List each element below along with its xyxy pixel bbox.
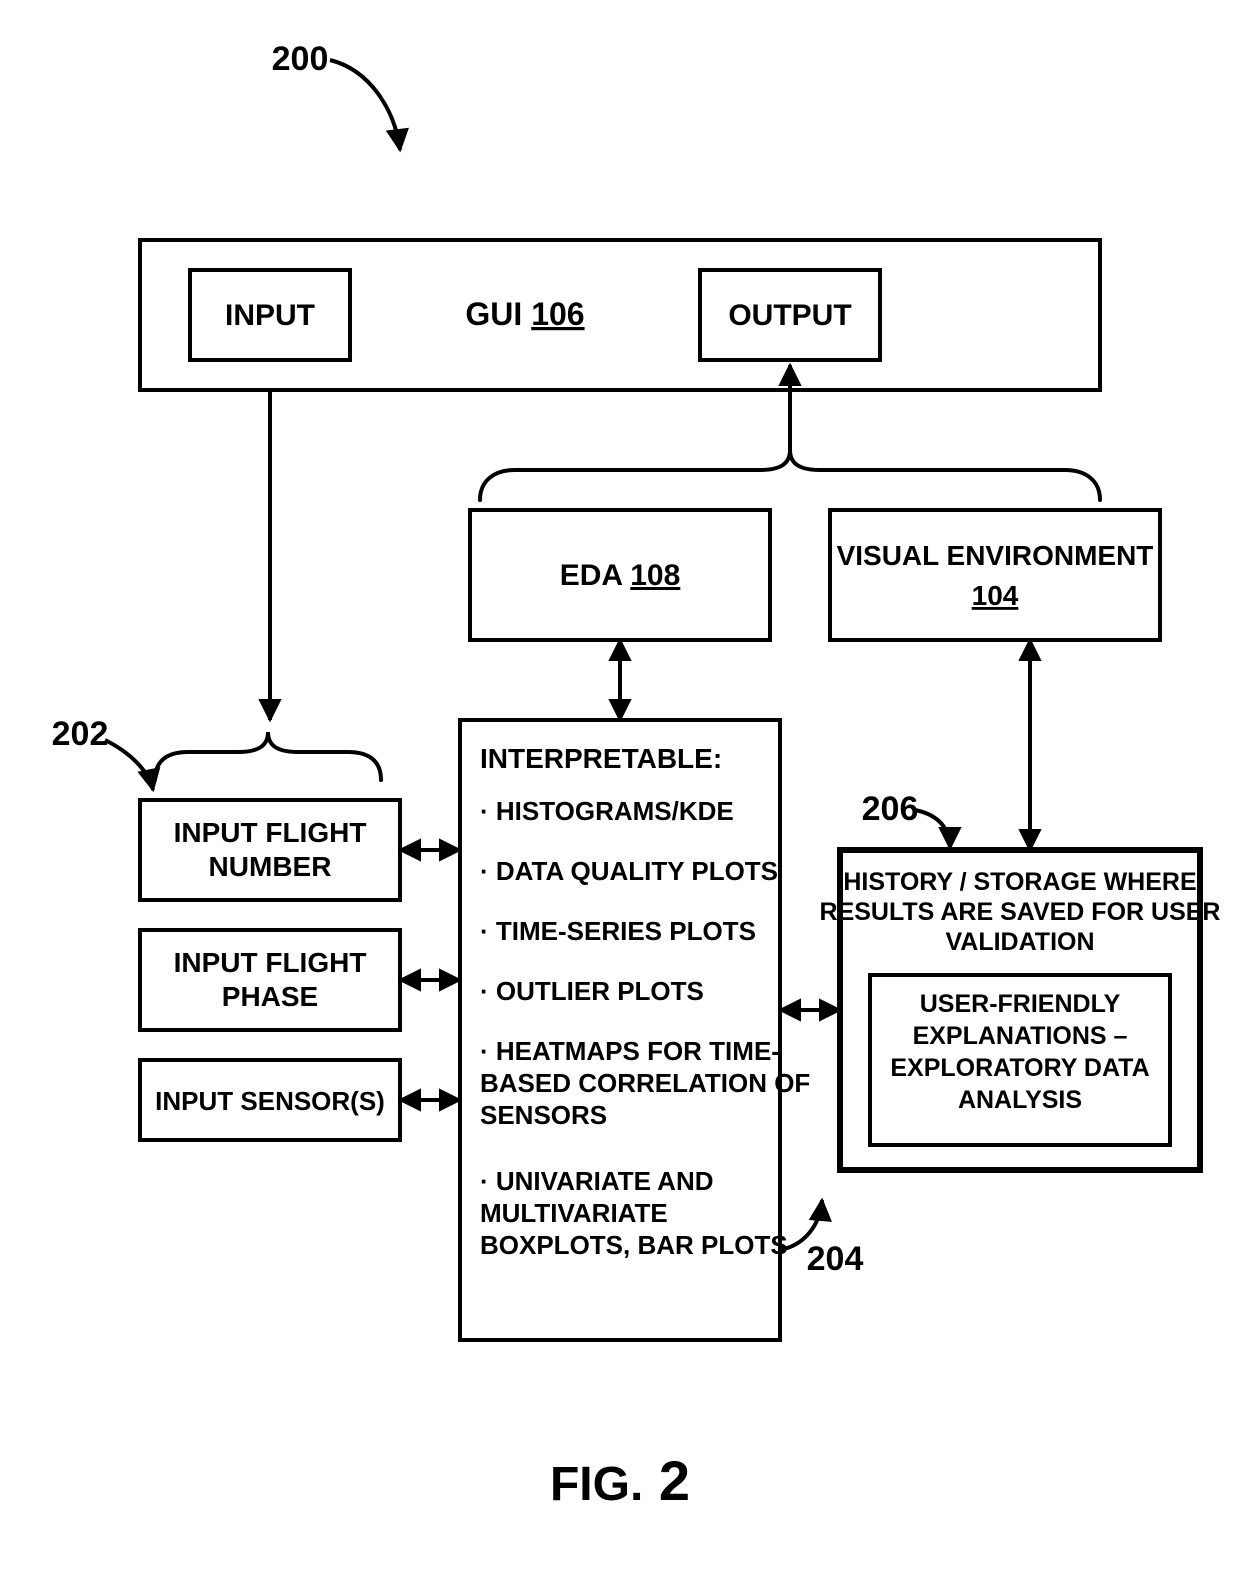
interpretable-title: INTERPRETABLE: xyxy=(480,743,722,774)
input-flight-number-l1: INPUT FLIGHT xyxy=(174,817,367,848)
input-flight-phase-l1: INPUT FLIGHT xyxy=(174,947,367,978)
interp-item-6c: BOXPLOTS, BAR PLOTS xyxy=(480,1230,788,1260)
input-flight-phase-l2: PHASE xyxy=(222,981,318,1012)
ref-204: 204 xyxy=(807,1240,864,1278)
interp-item-5a: · HEATMAPS FOR TIME- xyxy=(480,1036,780,1066)
history-inner-l4: ANALYSIS xyxy=(958,1086,1082,1114)
history-inner-l2: EXPLANATIONS – xyxy=(913,1022,1128,1050)
interp-item-2: · DATA QUALITY PLOTS xyxy=(480,856,778,886)
input-flight-phase-box xyxy=(140,930,400,1030)
gui-output-label: OUTPUT xyxy=(728,299,851,332)
visual-env-num: 104 xyxy=(972,580,1019,611)
diagram-svg: 200 INPUT GUI 106 OUTPUT EDA 108 VISUAL … xyxy=(0,0,1240,1582)
interp-item-5c: SENSORS xyxy=(480,1100,607,1130)
interp-item-6b: MULTIVARIATE xyxy=(480,1198,668,1228)
interp-item-1: · HISTOGRAMS/KDE xyxy=(480,796,734,826)
history-inner-l3: EXPLORATORY DATA xyxy=(890,1054,1149,1082)
history-l3: VALIDATION xyxy=(945,928,1094,956)
interp-item-5b: BASED CORRELATION OF xyxy=(480,1068,810,1098)
gui-input-label: INPUT xyxy=(225,299,315,332)
ref-202: 202 xyxy=(52,715,109,753)
eda-title: EDA 108 xyxy=(560,559,681,592)
ref-206: 206 xyxy=(862,790,919,828)
ref-200: 200 xyxy=(272,40,329,78)
input-sensors-label: INPUT SENSOR(S) xyxy=(155,1086,385,1116)
figure-caption: FIG. 2 xyxy=(550,1449,690,1512)
gui-title: GUI 106 xyxy=(465,296,584,332)
history-inner-l1: USER-FRIENDLY xyxy=(920,990,1121,1018)
history-l2: RESULTS ARE SAVED FOR USER xyxy=(820,898,1221,926)
visual-env-box xyxy=(830,510,1160,640)
interp-item-3: · TIME-SERIES PLOTS xyxy=(480,916,756,946)
interp-item-6a: · UNIVARIATE AND xyxy=(480,1166,714,1196)
interp-item-4: · OUTLIER PLOTS xyxy=(480,976,704,1006)
input-flight-number-box xyxy=(140,800,400,900)
history-l1: HISTORY / STORAGE WHERE xyxy=(843,868,1196,896)
input-flight-number-l2: NUMBER xyxy=(209,851,332,882)
visual-env-l1: VISUAL ENVIRONMENT xyxy=(837,540,1154,571)
